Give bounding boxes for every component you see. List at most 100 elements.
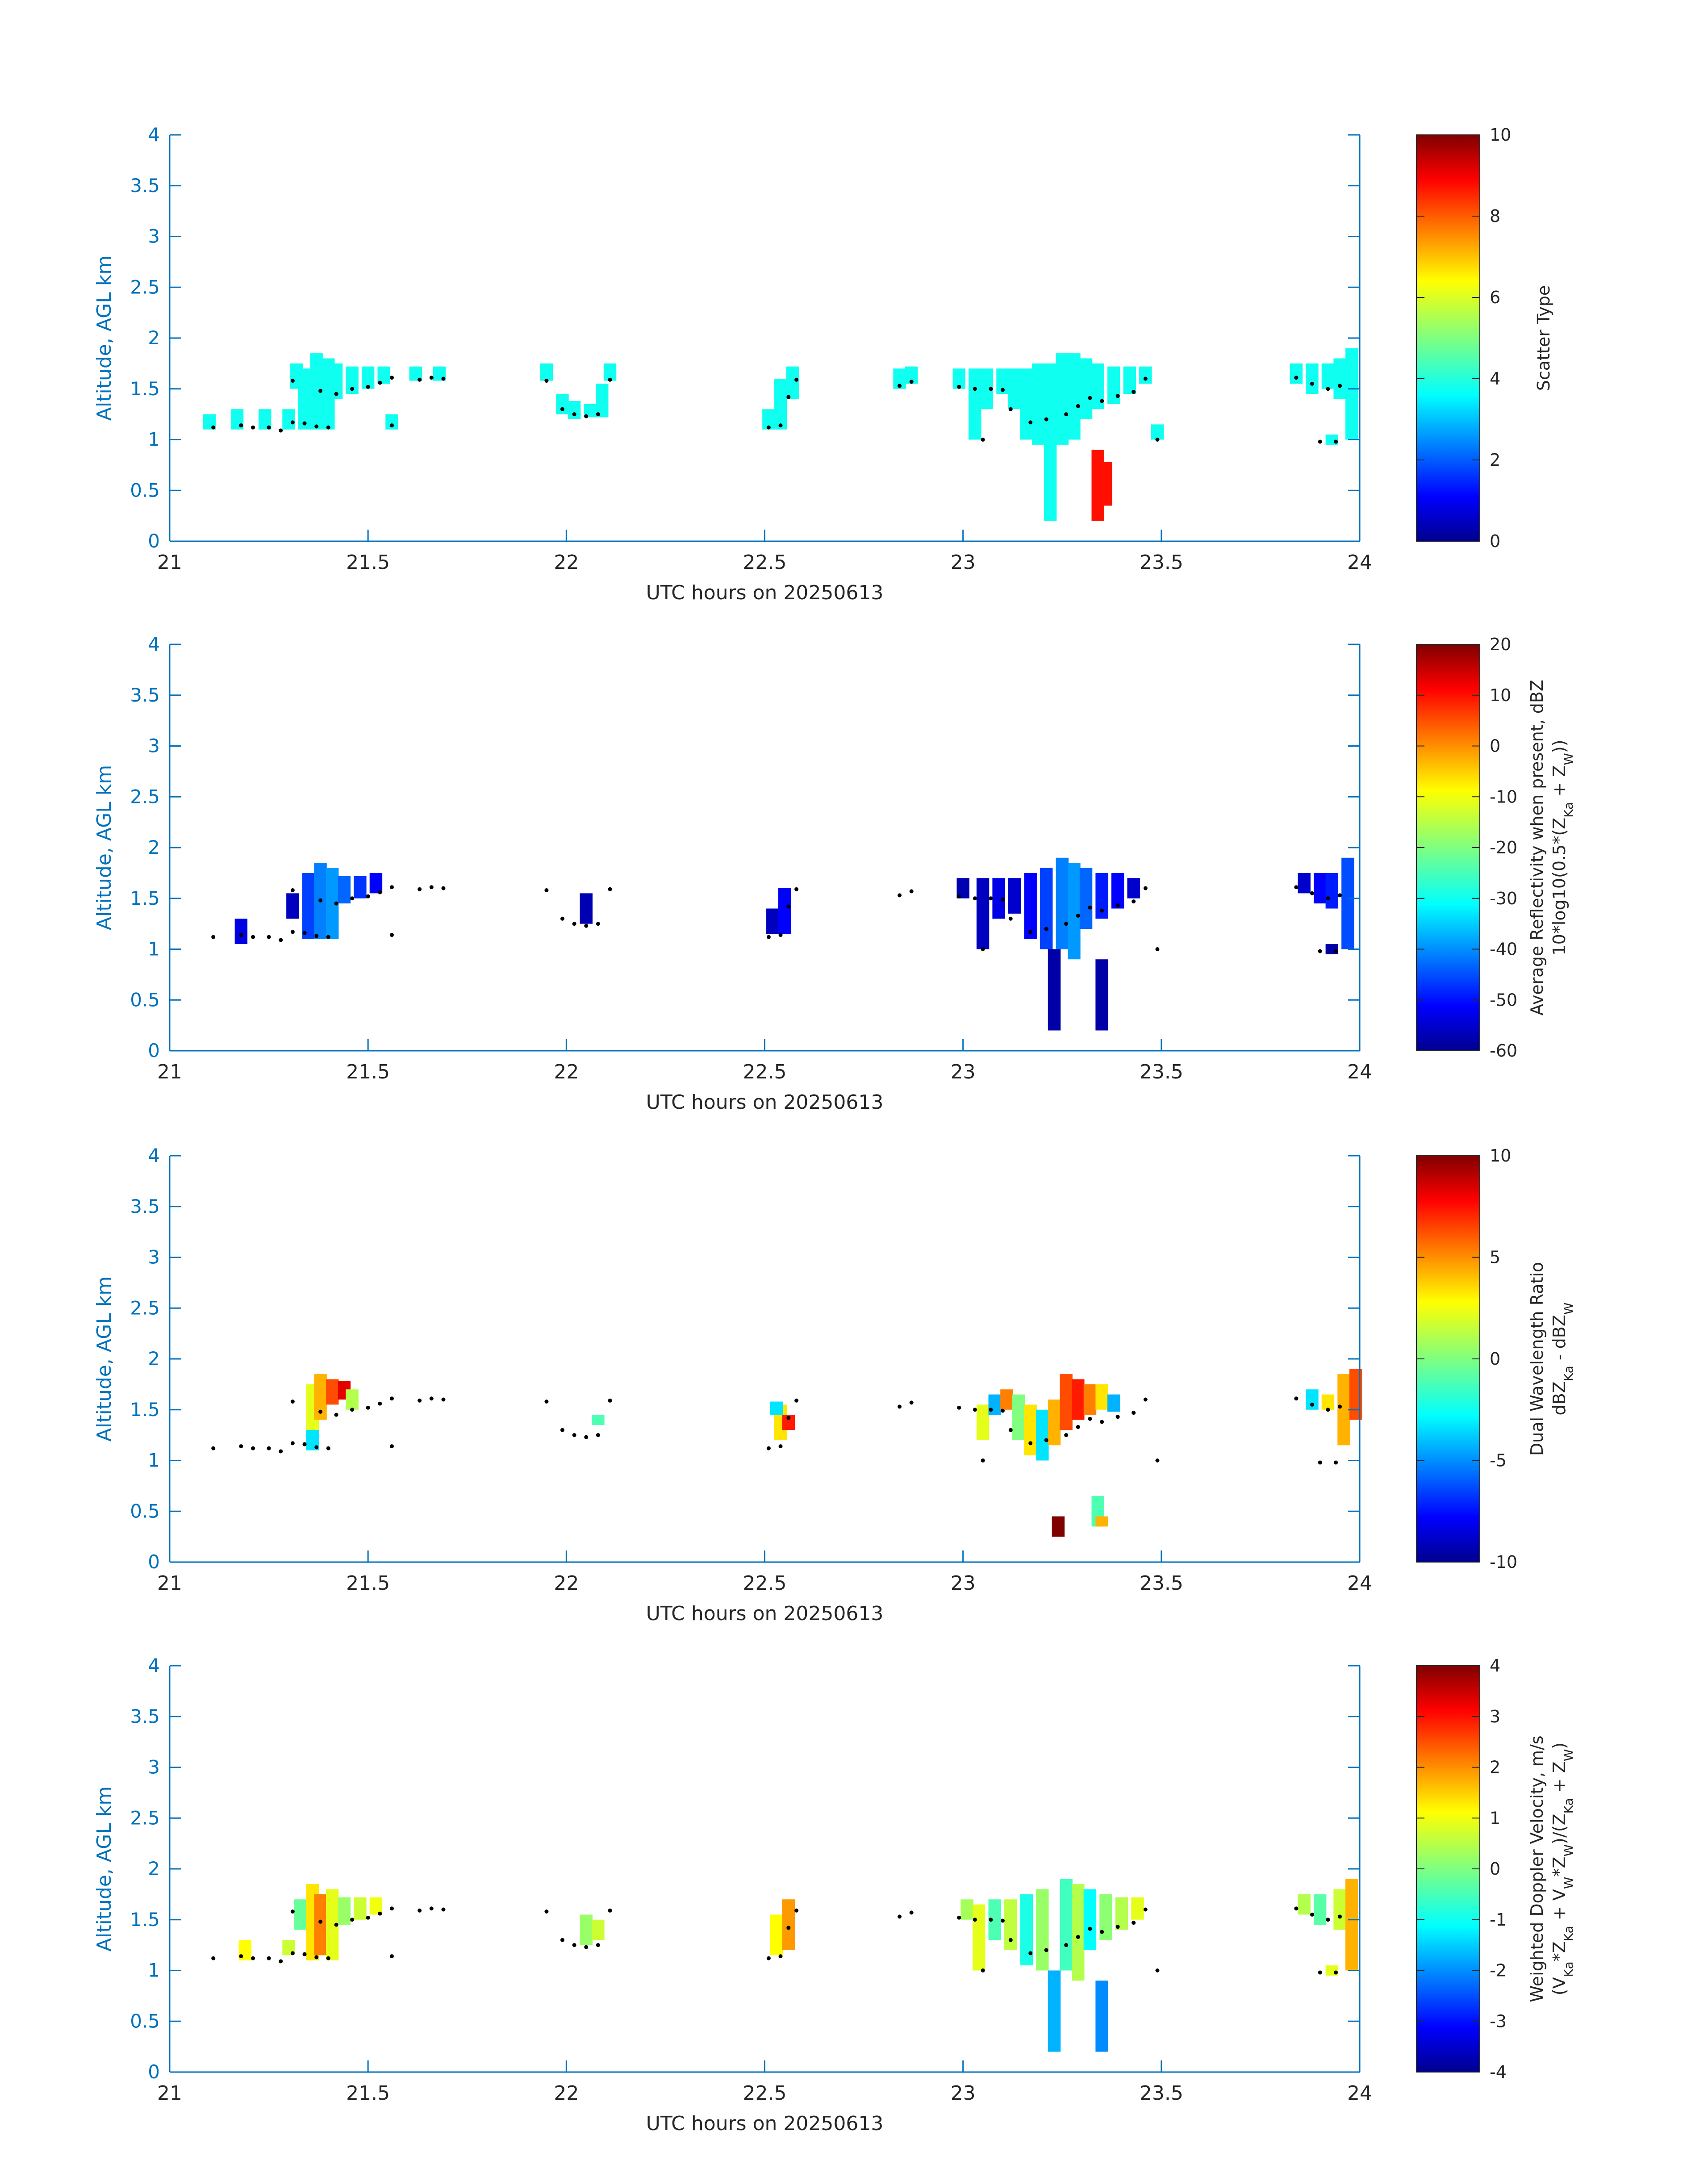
- marker-point: [608, 887, 612, 891]
- marker-point: [267, 1446, 271, 1450]
- heatmap-cell: [1123, 366, 1136, 394]
- y-tick-label: 1: [148, 1450, 160, 1471]
- marker-point: [239, 933, 243, 937]
- marker-point: [389, 1444, 394, 1449]
- colorbar-tick-label: 1: [1490, 1808, 1500, 1828]
- marker-point: [334, 392, 338, 396]
- y-tick-label: 4: [148, 124, 160, 146]
- heatmap-cell: [1337, 1374, 1350, 1446]
- y-tick-label: 3.5: [130, 1195, 160, 1217]
- marker-point: [1076, 1935, 1080, 1939]
- y-tick-label: 2.5: [130, 1297, 160, 1319]
- marker-point: [251, 1956, 255, 1960]
- heatmap-cell: [1127, 878, 1140, 898]
- marker-point: [778, 423, 783, 428]
- y-tick-label: 3: [148, 1756, 160, 1778]
- marker-point: [1143, 886, 1148, 890]
- marker-point: [544, 1400, 549, 1404]
- marker-point: [326, 1956, 330, 1960]
- marker-point: [1338, 1404, 1342, 1409]
- heatmap-cell: [1072, 1379, 1085, 1420]
- colorbar-tick-label: 3: [1490, 1707, 1500, 1726]
- y-tick-label: 3.5: [130, 1705, 160, 1727]
- heatmap-cell: [1036, 1409, 1049, 1461]
- marker-point: [1076, 404, 1080, 408]
- marker-point: [596, 922, 600, 926]
- colorbar-tick-label: -4: [1490, 2062, 1507, 2082]
- colorbar-tick-label: 20: [1490, 635, 1511, 654]
- marker-point: [973, 896, 977, 901]
- marker-point: [973, 387, 977, 391]
- marker-point: [326, 1446, 330, 1450]
- heatmap-cell: [1020, 368, 1033, 440]
- heatmap-cell: [298, 368, 311, 430]
- marker-point: [1100, 399, 1104, 403]
- marker-point: [279, 938, 283, 942]
- marker-point: [1310, 381, 1314, 386]
- marker-point: [1044, 1438, 1048, 1442]
- marker-point: [251, 1446, 255, 1450]
- heatmap-cell: [1151, 424, 1164, 440]
- y-tick-label: 1: [148, 1960, 160, 1981]
- heatmap-cell: [346, 1389, 359, 1410]
- marker-point: [1028, 1951, 1033, 1956]
- marker-point: [909, 380, 914, 384]
- x-tick-label: 24: [1347, 1572, 1372, 1595]
- marker-point: [1294, 1906, 1299, 1911]
- marker-point: [1028, 1441, 1033, 1446]
- marker-point: [794, 887, 799, 891]
- marker-point: [389, 376, 394, 380]
- marker-point: [314, 1445, 319, 1450]
- x-tick-label: 22.5: [743, 1572, 787, 1595]
- marker-point: [429, 1396, 434, 1401]
- marker-point: [290, 379, 295, 383]
- heatmap-cell: [786, 366, 799, 399]
- colorbar-tick-label: -50: [1490, 990, 1517, 1010]
- x-tick-label: 22: [554, 1572, 579, 1595]
- heatmap-cell: [1048, 949, 1061, 1031]
- marker-point: [211, 1446, 216, 1450]
- x-tick-label: 23: [951, 1061, 976, 1083]
- marker-point: [378, 380, 382, 385]
- marker-point: [1294, 1396, 1299, 1401]
- x-axis-label: UTC hours on 20250613: [646, 581, 884, 604]
- heatmap-cell: [1325, 873, 1339, 909]
- heatmap-cell: [782, 1899, 795, 1950]
- marker-point: [1064, 1433, 1069, 1437]
- heatmap-cell: [969, 368, 981, 440]
- marker-point: [378, 890, 382, 894]
- y-tick-label: 3.5: [130, 684, 160, 706]
- heatmap-cell: [976, 1404, 990, 1440]
- marker-point: [1338, 1914, 1342, 1919]
- heatmap-cell: [1321, 363, 1335, 389]
- colorbar-tick-label: 10: [1490, 685, 1511, 705]
- marker-point: [279, 1959, 283, 1964]
- marker-point: [560, 1938, 564, 1942]
- marker-point: [957, 894, 961, 898]
- marker-point: [1008, 1938, 1013, 1942]
- marker-point: [898, 1404, 902, 1409]
- marker-point: [267, 1956, 271, 1960]
- x-tick-label: 21: [157, 551, 182, 574]
- x-tick-label: 21.5: [346, 2082, 390, 2105]
- marker-point: [378, 1911, 382, 1916]
- heatmap-cell: [338, 876, 351, 904]
- marker-point: [898, 893, 902, 898]
- marker-point: [1155, 1968, 1160, 1972]
- colorbar-tick-label: 0: [1490, 1859, 1500, 1879]
- marker-point: [1115, 394, 1120, 398]
- marker-point: [1064, 922, 1069, 926]
- marker-point: [302, 931, 307, 935]
- marker-point: [350, 1408, 355, 1412]
- heatmap-cell: [1313, 1894, 1327, 1925]
- marker-point: [1318, 1460, 1322, 1465]
- marker-point: [1008, 407, 1013, 411]
- marker-point: [989, 896, 993, 901]
- y-tick-label: 1.5: [130, 378, 160, 400]
- heatmap-cell: [1107, 1394, 1120, 1412]
- marker-point: [1310, 891, 1314, 895]
- colorbar-label: Scatter Type: [1534, 285, 1553, 391]
- marker-point: [318, 1409, 323, 1414]
